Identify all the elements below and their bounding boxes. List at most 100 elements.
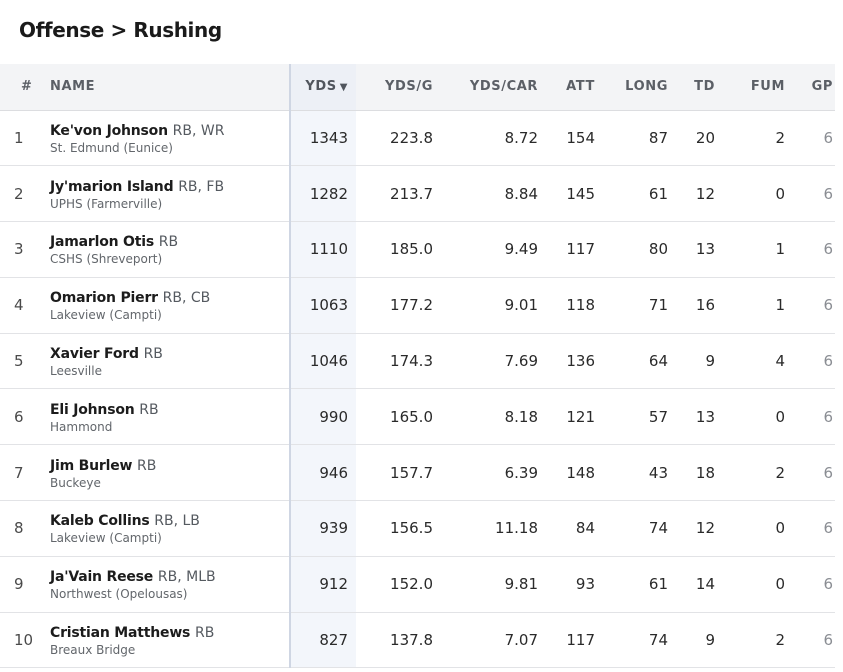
gp-cell: 6 [789, 165, 835, 223]
player-name-link[interactable]: Kaleb Collins [50, 513, 150, 530]
yds-cell: 939 [289, 500, 356, 557]
player-cell: Xavier Ford RB Leesville [42, 333, 290, 390]
player-name-link[interactable]: Ke'von Johnson [50, 122, 168, 139]
player-name-link[interactable]: Xavier Ford [50, 346, 139, 363]
page-header: Offense > Rushing [0, 0, 843, 64]
yds-per-carry-cell: 9.81 [437, 556, 542, 613]
table-row[interactable]: 1 Ke'von Johnson RB, WR St. Edmund (Euni… [0, 110, 835, 167]
fum-column-header[interactable]: FUM [719, 64, 789, 111]
player-name-link[interactable]: Jamarlon Otis [50, 234, 154, 251]
yds-cell: 1063 [289, 277, 356, 334]
rank-column-header: # [0, 64, 42, 111]
yds-cell: 946 [289, 444, 356, 502]
table-row[interactable]: 2 Jy'marion Island RB, FB UPHS (Farmervi… [0, 165, 835, 223]
long-cell: 74 [599, 500, 672, 557]
player-cell: Ja'Vain Reese RB, MLB Northwest (Opelous… [42, 556, 290, 613]
rank-cell: 7 [0, 444, 42, 502]
yds-per-carry-cell: 8.72 [437, 110, 542, 167]
table-row[interactable]: 7 Jim Burlew RB Buckeye 946 157.7 6.39 1… [0, 444, 835, 502]
player-name-link[interactable]: Eli Johnson [50, 401, 135, 418]
table-row[interactable]: 9 Ja'Vain Reese RB, MLB Northwest (Opelo… [0, 556, 835, 613]
player-position: RB, WR [172, 122, 225, 139]
player-name-link[interactable]: Jim Burlew [50, 457, 133, 474]
att-cell: 145 [542, 165, 599, 223]
td-cell: 9 [672, 612, 719, 669]
att-column-header[interactable]: ATT [542, 64, 599, 111]
att-cell: 117 [542, 221, 599, 278]
breadcrumb: Offense > Rushing [19, 18, 222, 42]
rushing-stats-table: # NAME YDS ▼ YDS/G YDS/CAR ATT LONG TD FU… [0, 64, 835, 669]
gp-cell: 6 [789, 110, 835, 167]
table-row[interactable]: 10 Cristian Matthews RB Breaux Bridge 82… [0, 612, 835, 669]
player-position: RB [194, 625, 215, 642]
long-cell: 64 [599, 333, 672, 390]
td-cell: 13 [672, 388, 719, 446]
fum-cell: 4 [719, 333, 789, 390]
player-name-link[interactable]: Ja'Vain Reese [50, 569, 154, 586]
yds-per-carry-cell: 9.01 [437, 277, 542, 334]
yds-per-game-cell: 174.3 [356, 333, 437, 390]
player-school: Lakeview (Campti) [50, 531, 162, 546]
gp-cell: 6 [789, 277, 835, 334]
player-name-link[interactable]: Jy'marion Island [50, 178, 174, 195]
yds-per-carry-column-header[interactable]: YDS/CAR [437, 64, 542, 111]
yds-per-game-column-header[interactable]: YDS/G [356, 64, 437, 111]
player-cell: Omarion Pierr RB, CB Lakeview (Campti) [42, 277, 290, 334]
long-column-header[interactable]: LONG [599, 64, 672, 111]
fum-cell: 1 [719, 221, 789, 278]
table-header-row: # NAME YDS ▼ YDS/G YDS/CAR ATT LONG TD FU… [0, 64, 835, 111]
sort-descending-icon: ▼ [339, 82, 348, 94]
long-cell: 87 [599, 110, 672, 167]
player-school: UPHS (Farmerville) [50, 196, 163, 211]
player-name-link[interactable]: Cristian Matthews [50, 625, 191, 642]
td-cell: 13 [672, 221, 719, 278]
name-column-header[interactable]: NAME [42, 64, 290, 111]
td-column-header[interactable]: TD [672, 64, 719, 111]
rank-cell: 5 [0, 333, 42, 390]
page-edge [835, 0, 843, 672]
yds-per-carry-cell: 7.07 [437, 612, 542, 669]
player-school: Breaux Bridge [50, 643, 136, 658]
fum-cell: 0 [719, 556, 789, 613]
gp-column-header[interactable]: GP [789, 64, 835, 111]
fum-cell: 0 [719, 388, 789, 446]
fum-cell: 2 [719, 444, 789, 502]
player-school: Hammond [50, 419, 113, 434]
fum-cell: 2 [719, 612, 789, 669]
player-cell: Jy'marion Island RB, FB UPHS (Farmervill… [42, 165, 290, 223]
att-cell: 148 [542, 444, 599, 502]
gp-cell: 6 [789, 500, 835, 557]
rank-cell: 2 [0, 165, 42, 223]
yds-per-game-cell: 152.0 [356, 556, 437, 613]
player-position: RB, FB [178, 178, 225, 195]
long-cell: 71 [599, 277, 672, 334]
gp-cell: 6 [789, 612, 835, 669]
long-cell: 61 [599, 165, 672, 223]
yds-per-carry-cell: 6.39 [437, 444, 542, 502]
fum-cell: 2 [719, 110, 789, 167]
yds-cell: 1282 [289, 165, 356, 223]
player-position: RB [143, 346, 163, 363]
table-row[interactable]: 6 Eli Johnson RB Hammond 990 165.0 8.18 … [0, 388, 835, 446]
att-cell: 93 [542, 556, 599, 613]
yds-per-game-cell: 223.8 [356, 110, 437, 167]
player-cell: Ke'von Johnson RB, WR St. Edmund (Eunice… [42, 110, 290, 167]
rank-cell: 6 [0, 388, 42, 446]
yds-per-game-cell: 177.2 [356, 277, 437, 334]
player-position: RB, LB [154, 513, 200, 530]
table-row[interactable]: 4 Omarion Pierr RB, CB Lakeview (Campti)… [0, 277, 835, 334]
rank-cell: 10 [0, 612, 42, 669]
table-row[interactable]: 3 Jamarlon Otis RB CSHS (Shreveport) 111… [0, 221, 835, 278]
td-cell: 12 [672, 500, 719, 557]
td-cell: 12 [672, 165, 719, 223]
rank-cell: 9 [0, 556, 42, 613]
player-name-link[interactable]: Omarion Pierr [50, 290, 158, 307]
fum-cell: 0 [719, 500, 789, 557]
att-cell: 136 [542, 333, 599, 390]
yds-cell: 1110 [289, 221, 356, 278]
yds-column-header[interactable]: YDS ▼ [289, 64, 356, 111]
yds-cell: 1046 [289, 333, 356, 390]
table-row[interactable]: 8 Kaleb Collins RB, LB Lakeview (Campti)… [0, 500, 835, 557]
table-row[interactable]: 5 Xavier Ford RB Leesville 1046 174.3 7.… [0, 333, 835, 390]
